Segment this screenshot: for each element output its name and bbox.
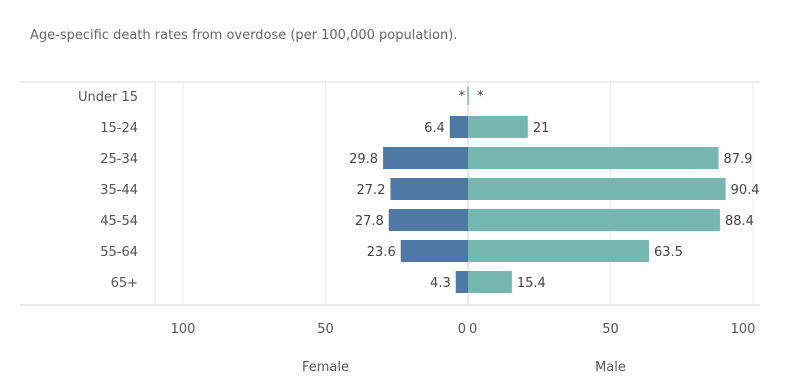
male-data-label: 87.9 — [724, 152, 753, 167]
female-bar — [400, 240, 468, 262]
male-data-label: 63.5 — [654, 245, 683, 260]
male-bar — [468, 178, 726, 200]
female-bar — [388, 209, 468, 231]
male-bar — [468, 147, 719, 169]
male-axis-title: Male — [595, 360, 626, 375]
male-data-label: * — [477, 89, 484, 104]
male-data-label: 88.4 — [725, 214, 754, 229]
category-label: 65+ — [111, 276, 138, 291]
female-data-label: 6.4 — [424, 121, 445, 136]
female-tick-label: 100 — [171, 322, 196, 337]
female-tick-label: 0 — [458, 322, 466, 337]
male-bar — [468, 209, 720, 231]
female-bar — [390, 178, 468, 200]
category-label: 55-64 — [100, 245, 138, 260]
female-axis-title: Female — [302, 360, 349, 375]
male-bar — [468, 271, 512, 293]
chart-title: Age-specific death rates from overdose (… — [30, 28, 458, 43]
female-data-label: 29.8 — [349, 152, 378, 167]
male-bar — [468, 240, 649, 262]
category-label: 35-44 — [100, 183, 138, 198]
male-tick-label: 50 — [602, 322, 619, 337]
male-tick-label: 0 — [469, 322, 477, 337]
female-data-label: 27.8 — [355, 214, 384, 229]
male-bar — [468, 116, 528, 138]
male-data-label: 15.4 — [517, 276, 546, 291]
male-data-label: 21 — [533, 121, 550, 136]
male-tick-label: 100 — [731, 322, 756, 337]
female-data-label: 27.2 — [357, 183, 386, 198]
category-label: 25-34 — [100, 152, 138, 167]
female-data-label: 23.6 — [367, 245, 396, 260]
category-label: Under 15 — [78, 90, 138, 105]
female-bar — [455, 271, 468, 293]
category-label: 15-24 — [100, 121, 138, 136]
female-data-label: * — [459, 89, 466, 104]
female-bar — [383, 147, 468, 169]
female-bar — [449, 116, 468, 138]
female-tick-label: 50 — [317, 322, 334, 337]
female-data-label: 4.3 — [430, 276, 451, 291]
male-data-label: 90.4 — [731, 183, 760, 198]
category-label: 45-54 — [100, 214, 138, 229]
